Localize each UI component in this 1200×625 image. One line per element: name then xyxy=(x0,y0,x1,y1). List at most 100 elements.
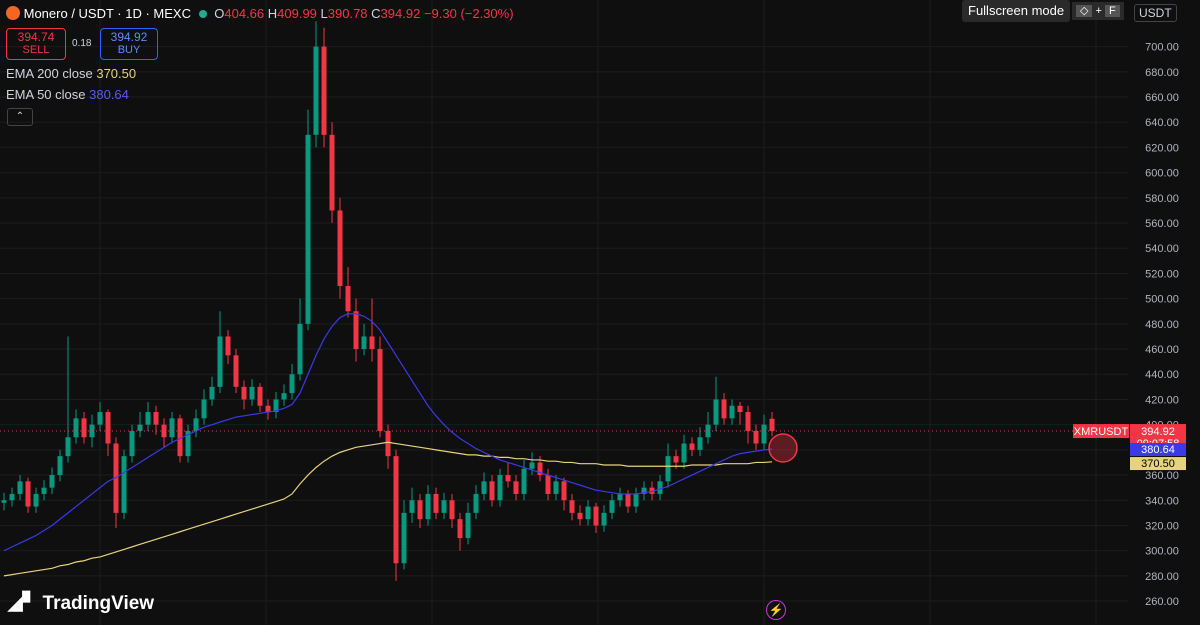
candle-body xyxy=(129,430,135,457)
candle-body xyxy=(313,46,319,135)
y-tick-label: 540.00 xyxy=(1145,243,1179,255)
y-tick-label: 460.00 xyxy=(1145,344,1179,356)
candle-body xyxy=(369,336,375,350)
o-value: 404.66 xyxy=(224,6,265,21)
buy-button[interactable]: 394.92 BUY xyxy=(100,28,158,60)
candle-body xyxy=(49,475,55,488)
candle-body xyxy=(321,46,327,135)
currency-button[interactable]: USDT xyxy=(1134,4,1177,22)
indicator-ema200[interactable]: EMA 200 close 370.50 xyxy=(6,66,136,81)
h-label: H xyxy=(267,6,278,21)
candle-body xyxy=(721,399,727,419)
highlight-circle xyxy=(768,433,798,463)
price-tag: 394.92 xyxy=(1141,426,1175,438)
candle-body xyxy=(609,500,615,513)
candle-body xyxy=(401,512,407,564)
ema-line xyxy=(3,441,773,577)
candle-body xyxy=(513,481,519,494)
indicator-name: EMA 200 close xyxy=(6,66,93,81)
brand-logo: ◢▘ xyxy=(8,593,43,614)
c-label: C xyxy=(371,6,381,21)
candle-body xyxy=(233,355,239,387)
symbol: Monero / USDT · 1D · MEXC xyxy=(23,6,191,21)
y-tick-label: 560.00 xyxy=(1145,218,1179,230)
candle-body xyxy=(601,512,607,526)
candle-body xyxy=(449,500,455,520)
y-tick-label: 320.00 xyxy=(1145,520,1179,532)
candle-body xyxy=(361,336,367,350)
indicator-ema50[interactable]: EMA 50 close 380.64 xyxy=(6,87,129,102)
c-value: 394.92 xyxy=(380,6,421,21)
candle-body xyxy=(249,386,255,400)
l-label: L xyxy=(320,6,328,21)
candle-body xyxy=(689,443,695,450)
candle-body xyxy=(753,430,759,444)
y-tick-label: 500.00 xyxy=(1145,294,1179,306)
candle-body xyxy=(641,487,647,494)
candle-body xyxy=(385,430,391,457)
candle-body xyxy=(737,405,743,413)
y-tick-label: 280.00 xyxy=(1145,571,1179,583)
indicator-value: 370.50 xyxy=(96,66,137,81)
candle-body xyxy=(265,405,271,413)
y-tick-label: 580.00 xyxy=(1145,193,1179,205)
candle-body xyxy=(457,519,463,539)
fullscreen-label: Fullscreen mode xyxy=(968,3,1065,18)
candle-body xyxy=(537,462,543,476)
candle-body xyxy=(681,443,687,463)
candle-body xyxy=(393,456,399,564)
collapse-button[interactable]: ⌃ xyxy=(7,108,33,126)
status-dot xyxy=(198,10,207,18)
candle-body xyxy=(545,475,551,494)
fullscreen-hint[interactable]: Fullscreen mode xyxy=(962,0,1071,22)
candle-body xyxy=(241,386,247,400)
y-tick-label: 660.00 xyxy=(1145,92,1179,104)
candle-body xyxy=(289,374,295,394)
candle-body xyxy=(617,493,623,501)
candle-body xyxy=(281,393,287,400)
indicator-name: EMA 50 close xyxy=(6,87,86,102)
candle-body xyxy=(145,412,151,425)
y-tick-label: 340.00 xyxy=(1145,495,1179,507)
key-icon: ◇ xyxy=(1076,5,1093,17)
candle-body xyxy=(33,493,39,507)
buy-price: 394.92 xyxy=(110,30,148,44)
candle-body xyxy=(329,134,335,211)
logo xyxy=(6,6,20,20)
spread: 0.18 xyxy=(72,38,92,49)
ema200-tag-bg xyxy=(1130,457,1186,471)
sell-label: SELL xyxy=(22,44,50,56)
candle-body xyxy=(561,481,567,501)
o-label: O xyxy=(214,6,225,21)
alert-icon[interactable]: ⚡ xyxy=(766,600,786,620)
sell-button[interactable]: 394.74 SELL xyxy=(6,28,66,60)
candle-body xyxy=(569,500,575,513)
candle-body xyxy=(657,481,663,494)
symbol-tag: XMRUSDT xyxy=(1074,426,1129,438)
change: −9.30 (−2.30%) xyxy=(423,6,514,21)
y-tick-label: 260.00 xyxy=(1145,596,1179,608)
y-tick-label: 480.00 xyxy=(1145,319,1179,331)
candle-body xyxy=(121,456,127,513)
candle-body xyxy=(377,349,383,431)
candle-body xyxy=(761,424,767,444)
candle-body xyxy=(553,481,559,494)
candle-body xyxy=(201,399,207,419)
candle-body xyxy=(81,418,87,438)
candle-body xyxy=(481,481,487,494)
candle-body xyxy=(505,475,511,482)
candle-body xyxy=(745,412,751,431)
y-tick-label: 700.00 xyxy=(1145,42,1179,54)
buy-label: BUY xyxy=(117,44,141,56)
candle-body xyxy=(593,506,599,526)
y-tick-label: 680.00 xyxy=(1145,67,1179,79)
sell-price: 394.74 xyxy=(17,30,55,44)
candle-body xyxy=(97,412,103,425)
y-tick-label: 440.00 xyxy=(1145,369,1179,381)
candle-body xyxy=(497,475,503,501)
candle-body xyxy=(713,399,719,425)
candle-body xyxy=(473,493,479,513)
key-f: F xyxy=(1105,5,1120,17)
ema-line xyxy=(3,313,773,552)
